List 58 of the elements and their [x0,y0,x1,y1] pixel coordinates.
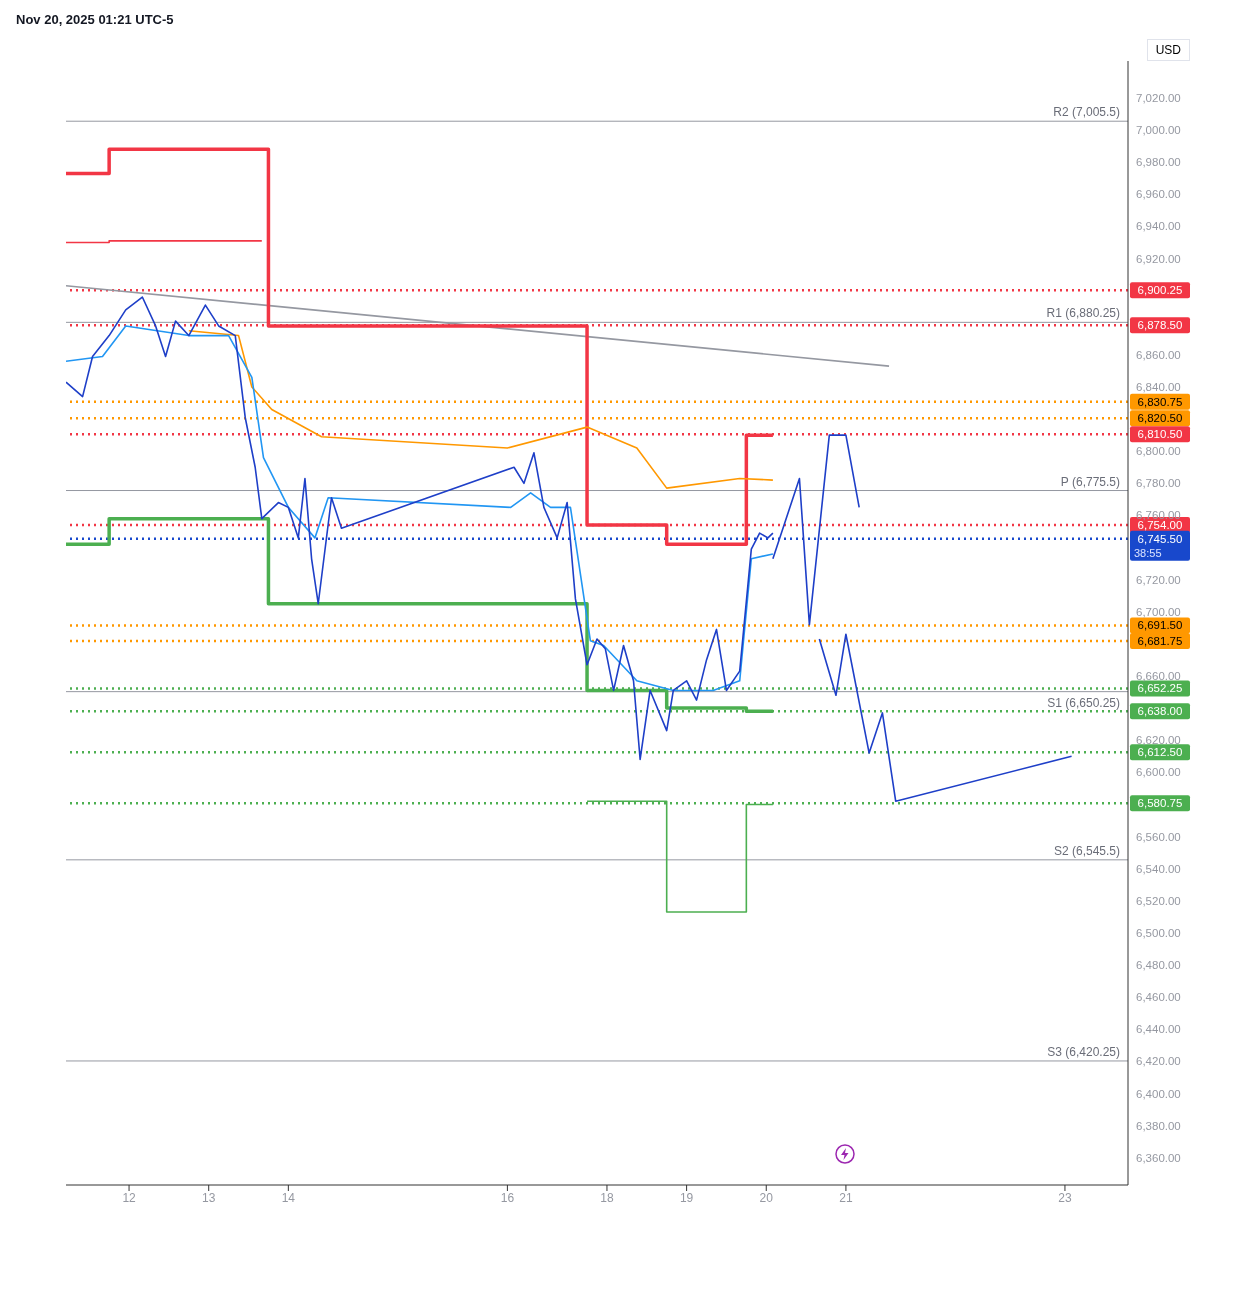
y-tick-label: 6,800.00 [1136,445,1181,458]
y-tick-label: 6,380.00 [1136,1119,1181,1132]
ref-line-label: R2 (7,005.5) [1053,105,1120,120]
ref-line-label: S1 (6,650.25) [1047,695,1120,710]
ref-line-label: 6,612.50 [1137,746,1183,759]
ref-line-label: 6,900.25 [1137,284,1183,297]
y-tick-label: 6,860.00 [1136,348,1181,361]
y-tick-label: 6,660.00 [1136,670,1181,683]
ref-line-label: S2 (6,545.5) [1053,843,1120,858]
y-tick-label: 6,920.00 [1136,252,1181,265]
line-series [66,325,774,692]
y-tick-label: 6,360.00 [1136,1151,1181,1164]
y-tick-label: 6,840.00 [1136,381,1181,394]
y-tick-label: 6,780.00 [1136,477,1181,490]
y-tick-label: 6,720.00 [1136,573,1181,586]
x-tick-label: 14 [281,1190,296,1205]
y-tick-label: 7,020.00 [1136,92,1181,105]
x-tick-label: 16 [500,1190,515,1205]
chart-title: Nov 20, 2025 01:21 UTC-5 [15,11,175,29]
ref-line-label: 6,580.75 [1137,797,1183,810]
y-tick-label: 6,560.00 [1136,830,1181,843]
y-tick-label: 7,000.00 [1136,124,1181,137]
x-tick-label: 12 [122,1190,137,1205]
ref-line-label: P (6,775.5) [1060,474,1120,489]
y-tick-label: 6,980.00 [1136,156,1181,169]
y-tick-label: 6,520.00 [1136,894,1181,907]
text: USD [1146,39,1190,61]
x-tick-label: 20 [759,1190,774,1205]
y-tick-label: 6,620.00 [1136,734,1181,747]
ref-line-label: 6,810.50 [1137,428,1183,441]
y-tick-label: 6,940.00 [1136,220,1181,233]
y-tick-label: 6,460.00 [1136,991,1181,1004]
ref-line-label: 6,878.50 [1137,319,1183,332]
ref-line-label: 6,652.25 [1137,682,1183,695]
text: 38:55 [1134,546,1162,559]
x-tick-label: 21 [839,1190,853,1205]
y-tick-label: 6,600.00 [1136,766,1181,779]
ref-line-label: 6,745.50 [1137,532,1183,545]
x-tick-label: 13 [202,1190,216,1205]
x-tick-label: 23 [1058,1190,1072,1205]
ref-line-label: 6,754.00 [1137,519,1183,532]
y-tick-label: 6,480.00 [1136,959,1181,972]
x-tick-label: 19 [679,1190,694,1205]
ref-line-label: R1 (6,880.25) [1046,306,1120,321]
y-tick-label: 6,440.00 [1136,1023,1181,1036]
y-tick-label: 6,420.00 [1136,1055,1181,1068]
ref-line-label: 6,681.75 [1137,635,1183,648]
ref-line-label: 6,820.50 [1137,412,1183,425]
y-tick-label: 6,500.00 [1136,926,1181,939]
ref-line-label: 6,830.75 [1137,395,1183,408]
y-tick-label: 6,700.00 [1136,605,1181,618]
ref-line-label: 6,691.50 [1137,619,1183,632]
ref-line-label: S3 (6,420.25) [1047,1044,1120,1059]
y-tick-label: 6,400.00 [1136,1087,1181,1100]
ref-line-label: 6,638.00 [1137,705,1183,718]
y-tick-label: 6,960.00 [1136,188,1181,201]
x-tick-label: 18 [600,1190,614,1205]
y-tick-label: 6,540.00 [1136,862,1181,875]
